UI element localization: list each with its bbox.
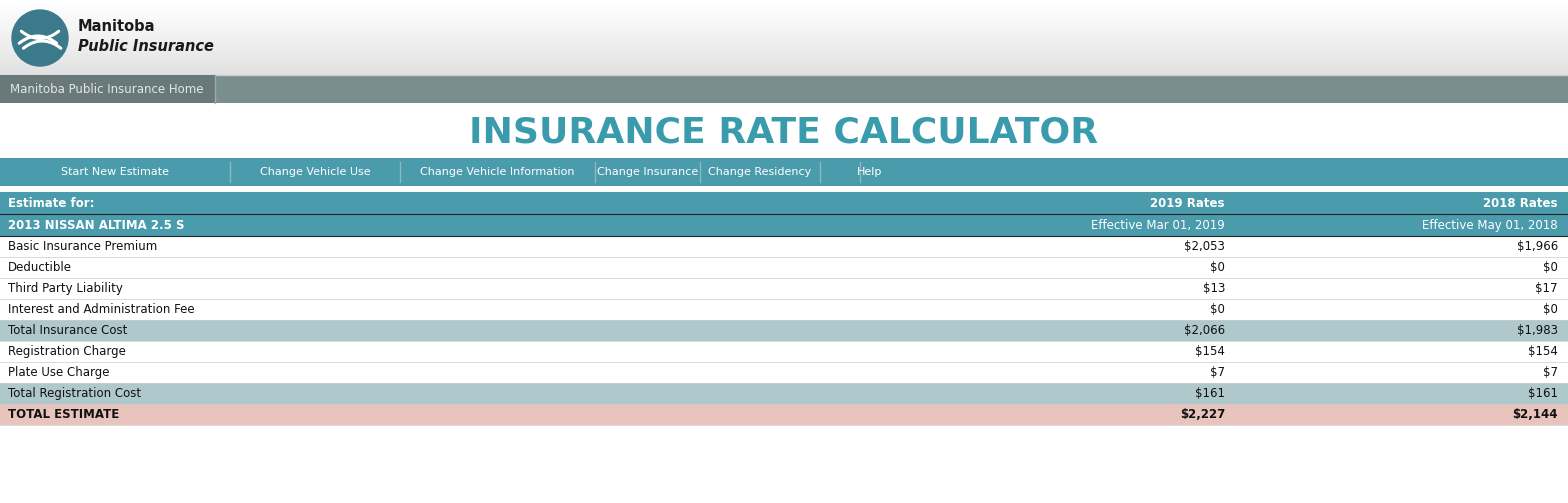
Text: Deductible: Deductible [8, 261, 72, 274]
Bar [0, 72, 1568, 75]
Bar [0, 25, 1568, 28]
Bar [0, 57, 1568, 60]
Text: $7: $7 [1543, 366, 1559, 379]
Text: Effective May 01, 2018: Effective May 01, 2018 [1422, 218, 1559, 231]
Bar [0, 192, 1568, 214]
Text: $1,966: $1,966 [1516, 240, 1559, 253]
Text: $154: $154 [1529, 345, 1559, 358]
Bar [0, 18, 1568, 20]
Bar [0, 42, 1568, 45]
Bar [0, 257, 1568, 278]
Text: 2019 Rates: 2019 Rates [1151, 197, 1225, 210]
Bar [0, 52, 1568, 55]
Bar [0, 362, 1568, 383]
Text: $13: $13 [1203, 282, 1225, 295]
Text: $161: $161 [1527, 387, 1559, 400]
Bar [0, 20, 1568, 23]
Bar [0, 38, 1568, 40]
Text: $0: $0 [1543, 261, 1559, 274]
Text: $2,053: $2,053 [1184, 240, 1225, 253]
Bar [0, 70, 1568, 72]
Text: Help: Help [858, 167, 883, 177]
Bar [0, 236, 1568, 257]
Text: $0: $0 [1543, 303, 1559, 316]
Bar [0, 28, 1568, 30]
Bar [0, 35, 1568, 38]
Bar [0, 214, 1568, 236]
Text: Change Vehicle Use: Change Vehicle Use [260, 167, 370, 177]
Bar [0, 13, 1568, 15]
Text: Third Party Liability: Third Party Liability [8, 282, 122, 295]
Bar [0, 33, 1568, 35]
Bar [0, 341, 1568, 362]
Bar [0, 3, 1568, 5]
Text: Manitoba Public Insurance Home: Manitoba Public Insurance Home [9, 82, 204, 96]
Bar [0, 67, 1568, 70]
Text: Total Registration Cost: Total Registration Cost [8, 387, 141, 400]
Text: Estimate for:: Estimate for: [8, 197, 94, 210]
Text: Basic Insurance Premium: Basic Insurance Premium [8, 240, 157, 253]
Text: $161: $161 [1195, 387, 1225, 400]
Text: Manitoba: Manitoba [78, 19, 155, 34]
Text: Interest and Administration Fee: Interest and Administration Fee [8, 303, 194, 316]
Bar [0, 8, 1568, 10]
Bar [0, 65, 1568, 67]
Text: $1,983: $1,983 [1516, 324, 1559, 337]
Text: $2,066: $2,066 [1184, 324, 1225, 337]
Text: $154: $154 [1195, 345, 1225, 358]
Bar [0, 40, 1568, 42]
Text: Registration Charge: Registration Charge [8, 345, 125, 358]
Text: $7: $7 [1210, 366, 1225, 379]
Bar [0, 15, 1568, 18]
Bar [0, 55, 1568, 57]
Text: Change Insurance: Change Insurance [597, 167, 699, 177]
Bar [0, 50, 1568, 52]
Text: Public Insurance: Public Insurance [78, 39, 213, 53]
Bar [0, 320, 1568, 341]
Bar [0, 278, 1568, 299]
Bar [0, 75, 215, 103]
Bar [0, 5, 1568, 8]
Text: TOTAL ESTIMATE: TOTAL ESTIMATE [8, 408, 119, 421]
Bar [0, 60, 1568, 62]
Bar [0, 45, 1568, 47]
Text: $0: $0 [1210, 261, 1225, 274]
Text: 2013 NISSAN ALTIMA 2.5 S: 2013 NISSAN ALTIMA 2.5 S [8, 218, 185, 231]
Text: Plate Use Charge: Plate Use Charge [8, 366, 110, 379]
Bar [0, 0, 1568, 3]
Bar [0, 404, 1568, 425]
Text: $2,227: $2,227 [1179, 408, 1225, 421]
Bar [0, 383, 1568, 404]
Text: Change Vehicle Information: Change Vehicle Information [420, 167, 574, 177]
Text: $2,144: $2,144 [1513, 408, 1559, 421]
Bar [0, 47, 1568, 50]
Text: Total Insurance Cost: Total Insurance Cost [8, 324, 127, 337]
Text: 2018 Rates: 2018 Rates [1483, 197, 1559, 210]
Bar [0, 299, 1568, 320]
Text: $0: $0 [1210, 303, 1225, 316]
Text: Effective Mar 01, 2019: Effective Mar 01, 2019 [1091, 218, 1225, 231]
Bar [0, 23, 1568, 25]
Bar [0, 158, 1568, 186]
Bar [0, 62, 1568, 65]
Text: INSURANCE RATE CALCULATOR: INSURANCE RATE CALCULATOR [469, 116, 1099, 149]
Circle shape [13, 10, 67, 66]
Text: Start New Estimate: Start New Estimate [61, 167, 169, 177]
Text: $17: $17 [1535, 282, 1559, 295]
Text: Change Residency: Change Residency [709, 167, 812, 177]
Bar [0, 75, 1568, 103]
Bar [0, 30, 1568, 33]
Bar [0, 10, 1568, 13]
